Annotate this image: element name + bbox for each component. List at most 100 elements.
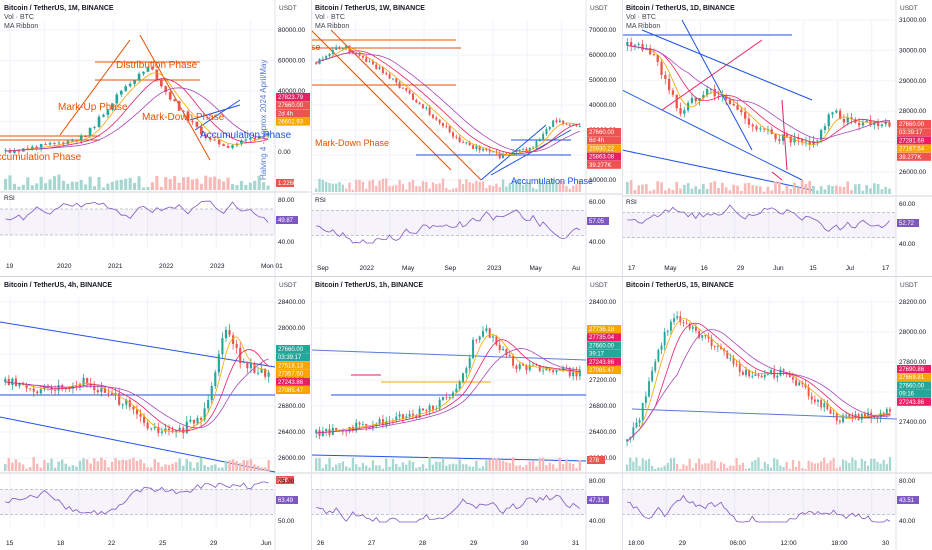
volume-bar — [835, 468, 838, 471]
candle-body — [829, 409, 832, 414]
volume-bar — [785, 461, 788, 471]
chart-canvas[interactable]: USDT28400.0028000.0027600.0027200.002680… — [0, 277, 311, 550]
volume-bar — [398, 466, 401, 471]
volume-bar — [759, 186, 762, 194]
candle-body — [888, 122, 891, 127]
candle-body — [485, 148, 488, 151]
volume-bar — [698, 188, 701, 194]
candle-body — [182, 427, 185, 434]
price-axis-unit: USDT — [900, 5, 918, 12]
candle-body — [492, 151, 495, 153]
volume-bar — [461, 464, 465, 471]
candle-body — [335, 427, 338, 431]
price-tick-label: 27800.00 — [899, 359, 926, 366]
candle-body — [18, 382, 21, 387]
volume-bar — [511, 180, 515, 192]
ma-line-mid — [626, 322, 891, 442]
price-tag-bg — [587, 325, 621, 333]
trend-line — [681, 19, 753, 151]
volume-bar — [804, 183, 808, 194]
chart-panel-15m[interactable]: USDT28200.0028000.0027800.0027600.002740… — [622, 277, 932, 550]
volume-bar — [528, 461, 531, 471]
candle-body — [100, 387, 103, 393]
volume-bar — [741, 462, 744, 471]
candle-body — [368, 61, 371, 63]
chart-canvas[interactable]: USDT80000.0060000.0040000.0020000.000.00… — [0, 0, 311, 276]
candle-body — [502, 154, 505, 159]
chart-canvas[interactable]: USDT28400.0028000.0027600.0027200.002680… — [311, 277, 622, 550]
candle-body — [93, 385, 96, 391]
candle-body — [159, 79, 163, 87]
candle-body — [522, 364, 525, 366]
price-axis-unit: USDT — [590, 5, 608, 12]
price-tag-bg — [897, 136, 931, 145]
volume-bar — [578, 460, 581, 471]
volume-bar — [571, 185, 575, 192]
chart-panel-1m[interactable]: USDT80000.0060000.0040000.0020000.000.00… — [0, 0, 311, 276]
price-tag: 27243.86 — [278, 380, 304, 386]
volume-bar — [253, 464, 256, 471]
volume-bar — [328, 183, 331, 192]
volume-bar — [705, 188, 709, 194]
chart-panel-4h[interactable]: USDT28400.0028000.0027600.0027200.002680… — [0, 277, 311, 550]
volume-bar — [455, 464, 458, 471]
chart-canvas[interactable]: USDT31000.0030000.0029000.0028000.002700… — [622, 0, 932, 276]
time-tick-label: 17 — [882, 265, 890, 272]
candle-body — [641, 402, 644, 421]
volume-bar — [70, 181, 74, 190]
candle-body — [648, 381, 650, 397]
candle-body — [728, 99, 732, 104]
candle-body — [107, 392, 110, 394]
chart-panel-1w[interactable]: USDT70000.0060000.0050000.0040000.003000… — [311, 0, 622, 276]
volume-bar — [755, 185, 758, 194]
candle-body — [695, 326, 697, 331]
price-tick-label: 28000.00 — [899, 108, 926, 115]
candle-body — [452, 132, 455, 137]
volume-bar — [266, 185, 270, 190]
volume-bar — [331, 183, 335, 192]
chart-panel-1d[interactable]: USDT31000.0030000.0029000.0028000.002700… — [622, 0, 932, 276]
candle-body — [713, 345, 716, 347]
volume-bar — [478, 468, 481, 471]
volume-bar — [171, 463, 174, 471]
time-tick-label: May — [664, 265, 677, 272]
rsi-tag-bg — [897, 219, 919, 227]
price-tick-label: 26800.00 — [589, 403, 616, 410]
candle-body — [361, 424, 364, 425]
volume-bar — [716, 468, 719, 471]
candle-body — [492, 336, 495, 338]
candle-body — [445, 125, 448, 127]
time-tick-label: 15 — [809, 265, 817, 272]
volume-bar — [515, 179, 518, 192]
volume-bar — [865, 185, 869, 194]
volume-bar — [139, 459, 142, 471]
volume-bar — [50, 458, 53, 471]
candle-body — [835, 110, 838, 113]
price-tick-label: 28400.00 — [589, 299, 616, 306]
volume-bar — [174, 461, 178, 471]
ma-line-slow — [626, 329, 891, 442]
candle-body — [538, 365, 541, 371]
candle-body — [657, 349, 660, 362]
candle-body — [421, 104, 424, 109]
volume-bar — [743, 183, 747, 194]
rsi-tag: 43.51 — [899, 498, 915, 504]
candle-body — [452, 392, 455, 398]
candle-body — [884, 122, 887, 125]
volume-bar — [770, 190, 774, 194]
candle-body — [164, 86, 168, 93]
candle-body — [160, 431, 163, 433]
chart-canvas[interactable]: USDT28200.0028000.0027800.0027600.002740… — [622, 277, 932, 550]
volume-bar — [121, 459, 124, 471]
chart-panel-1h[interactable]: USDT28400.0028000.0027600.0027200.002680… — [311, 277, 622, 550]
volume-bar — [820, 461, 823, 471]
volume-bar — [495, 183, 498, 192]
candle-body — [142, 71, 145, 74]
chart-canvas[interactable]: USDT70000.0060000.0050000.0040000.003000… — [311, 0, 622, 276]
price-tag-bg — [276, 93, 310, 101]
candle-body — [217, 354, 220, 373]
candle-body — [267, 372, 270, 377]
candle-body — [528, 147, 531, 151]
price-tag-bg — [587, 128, 621, 136]
volume-bar — [873, 458, 876, 471]
